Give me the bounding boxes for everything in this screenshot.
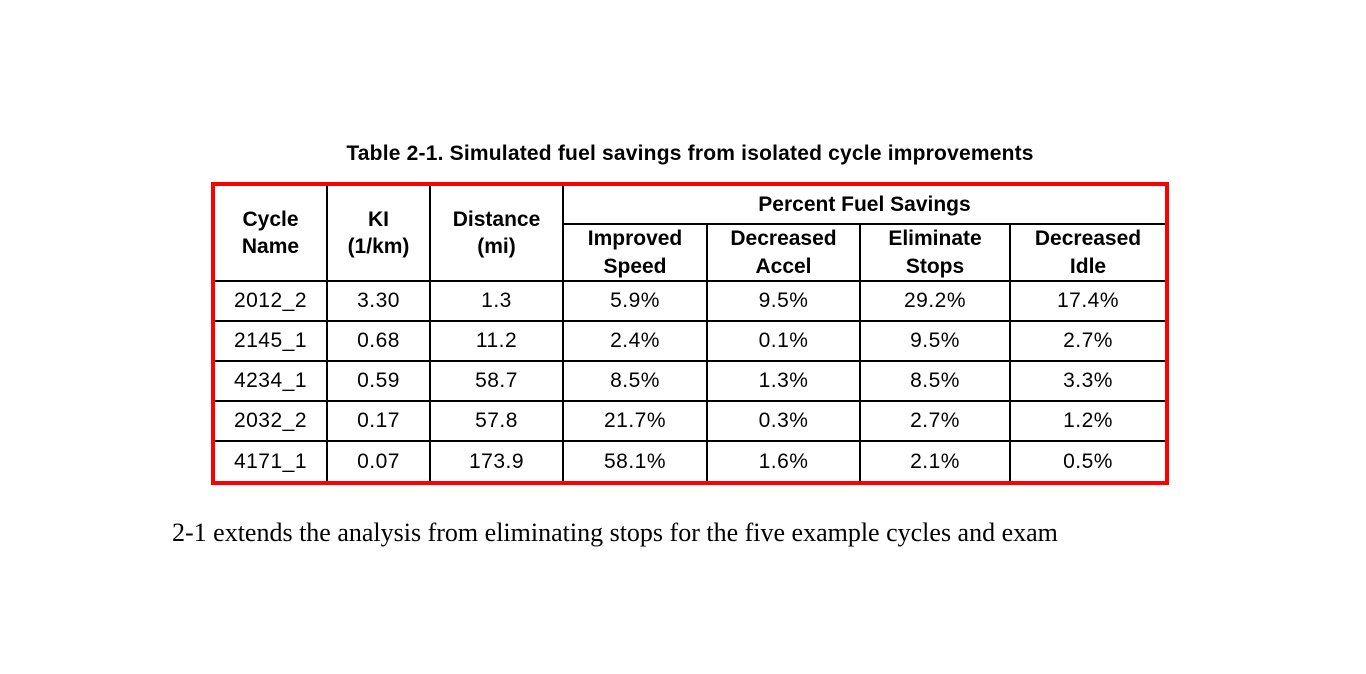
cell-eliminate-stops: 8.5% [859,360,1011,402]
cell-decreased-accel: 0.3% [706,400,861,442]
header-decreased-accel: Decreased Accel [706,223,861,282]
cell-eliminate-stops: 9.5% [859,320,1011,362]
cell-distance: 173.9 [429,440,564,482]
header-row-group: Cycle Name KI (1/km) Distance (mi) Perce… [214,185,1166,282]
cell-decreased-idle: 1.2% [1009,400,1166,442]
header-distance: Distance (mi) [429,185,564,282]
cell-improved-speed: 8.5% [562,360,708,402]
cell-ki: 3.30 [326,280,431,322]
table-row: 4171_1 0.07 173.9 58.1% 1.6% 2.1% 0.5% [214,440,1166,482]
cell-decreased-idle: 0.5% [1009,440,1166,482]
cell-cycle-name: 4171_1 [214,440,328,482]
cell-decreased-accel: 9.5% [706,280,861,322]
header-decreased-idle: Decreased Idle [1009,223,1166,282]
header-cycle-name: Cycle Name [214,185,328,282]
body-text-line: 2-1 extends the analysis from eliminatin… [172,518,1058,547]
fuel-savings-table: Cycle Name KI (1/km) Distance (mi) Perce… [214,185,1166,482]
header-row-sub: Improved Speed Decreased Accel Eliminate… [215,223,1166,282]
header-percent-fuel-savings: Percent Fuel Savings [562,185,1166,225]
cell-ki: 0.17 [326,400,431,442]
table-red-frame: Cycle Name KI (1/km) Distance (mi) Perce… [211,182,1169,485]
table-row: 2012_2 3.30 1.3 5.9% 9.5% 29.2% 17.4% [214,280,1166,322]
cell-distance: 57.8 [429,400,564,442]
cell-distance: 58.7 [429,360,564,402]
cell-improved-speed: 2.4% [562,320,708,362]
cell-improved-speed: 21.7% [562,400,708,442]
cell-eliminate-stops: 2.7% [859,400,1011,442]
cell-cycle-name: 2145_1 [214,320,328,362]
cell-decreased-idle: 2.7% [1009,320,1166,362]
cell-decreased-accel: 0.1% [706,320,861,362]
cell-eliminate-stops: 2.1% [859,440,1011,482]
cell-decreased-idle: 3.3% [1009,360,1166,402]
header-improved-speed: Improved Speed [562,223,708,282]
cell-improved-speed: 5.9% [562,280,708,322]
table-row: 4234_1 0.59 58.7 8.5% 1.3% 8.5% 3.3% [214,360,1166,402]
cell-ki: 0.68 [326,320,431,362]
cell-decreased-accel: 1.6% [706,440,861,482]
table-row: 2032_2 0.17 57.8 21.7% 0.3% 2.7% 1.2% [214,400,1166,442]
table-caption: Table 2-1. Simulated fuel savings from i… [346,142,1034,165]
cell-cycle-name: 2012_2 [214,280,328,322]
header-ki: KI (1/km) [326,185,431,282]
cell-cycle-name: 4234_1 [214,360,328,402]
cell-distance: 11.2 [429,320,564,362]
cell-ki: 0.07 [326,440,431,482]
cell-decreased-accel: 1.3% [706,360,861,402]
cell-decreased-idle: 17.4% [1009,280,1166,322]
cell-cycle-name: 2032_2 [214,400,328,442]
cell-improved-speed: 58.1% [562,440,708,482]
cell-ki: 0.59 [326,360,431,402]
table-row: 2145_1 0.68 11.2 2.4% 0.1% 9.5% 2.7% [214,320,1166,362]
cell-distance: 1.3 [429,280,564,322]
header-eliminate-stops: Eliminate Stops [859,223,1011,282]
cell-eliminate-stops: 29.2% [859,280,1011,322]
